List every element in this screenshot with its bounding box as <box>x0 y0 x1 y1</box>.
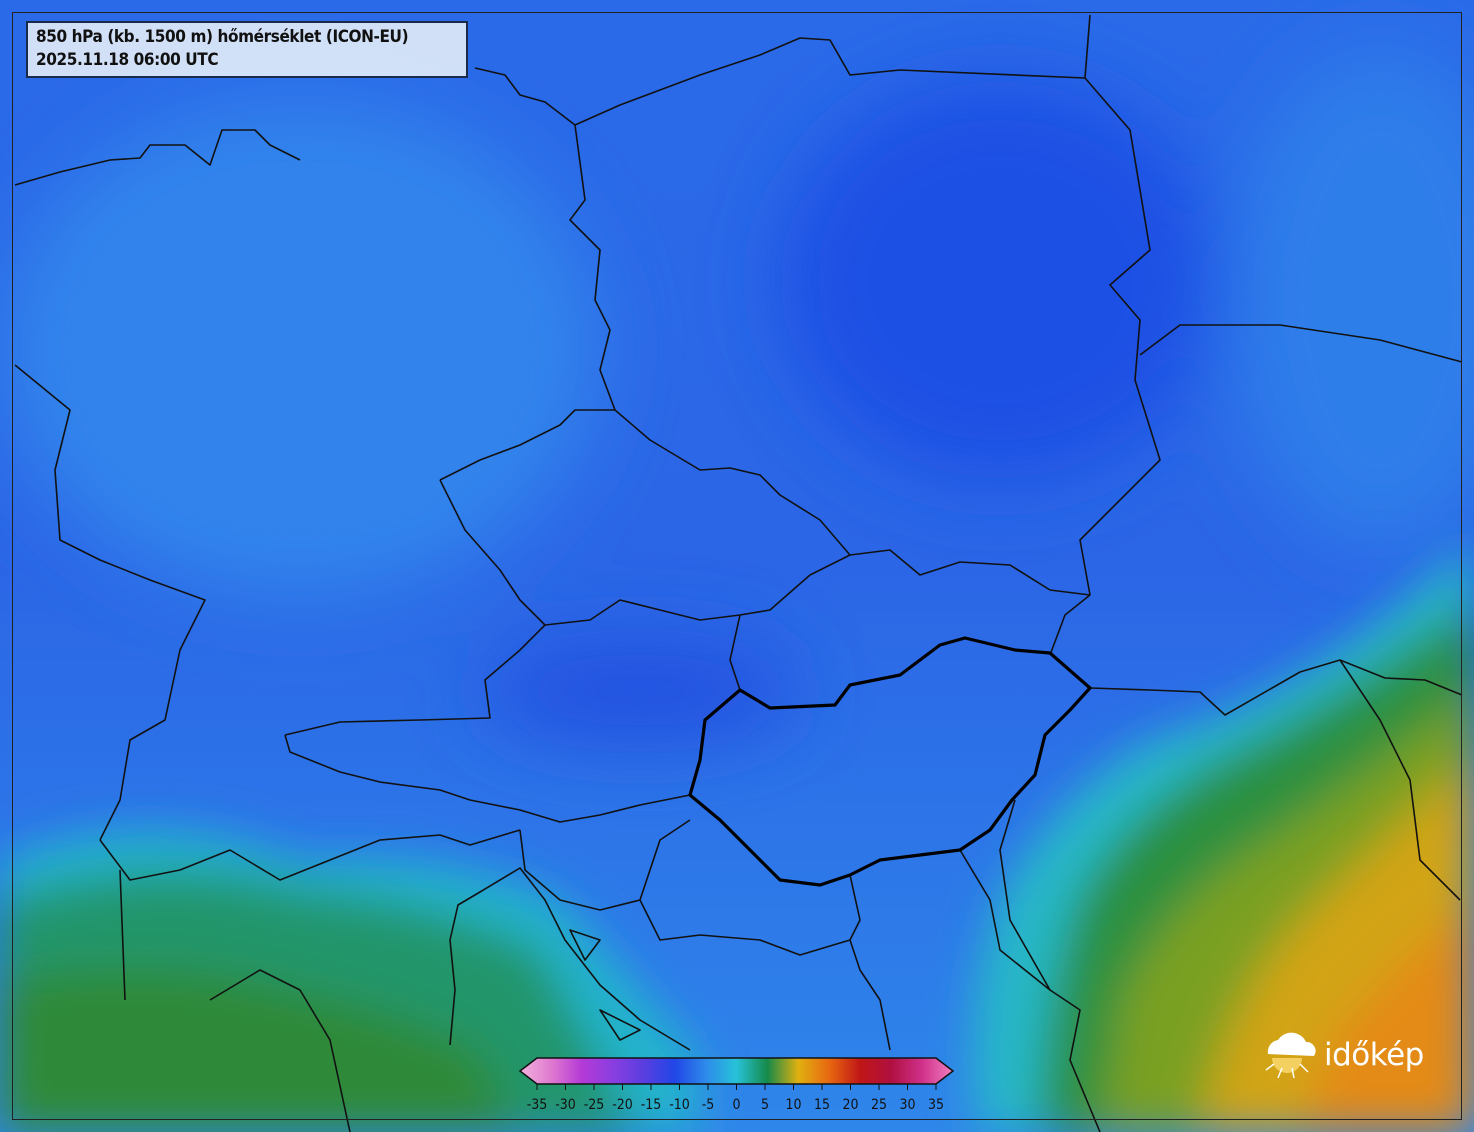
map-valid-time: 2025.11.18 06:00 UTC <box>36 50 219 70</box>
colorbar <box>518 1057 955 1090</box>
colorbar-label: 30 <box>899 1097 916 1113</box>
border-slovakia <box>849 549 1091 656</box>
border-hungary <box>688 636 1092 887</box>
coastline-islands <box>569 929 641 1041</box>
border-germany-west <box>14 364 206 841</box>
border-germany-poland <box>569 124 616 411</box>
colorbar-label: 5 <box>760 1097 770 1113</box>
map-title: 850 hPa (kb. 1500 m) hőmérséklet (ICON-E… <box>36 27 409 47</box>
sun-cloud-icon <box>1265 1032 1316 1079</box>
colorbar-label: 20 <box>842 1097 859 1113</box>
coastline-baltic <box>474 14 1091 126</box>
colorbar-label: 0 <box>732 1097 741 1113</box>
colorbar-label: 35 <box>927 1097 945 1113</box>
coastline-north-sea <box>14 129 301 186</box>
border-ukraine <box>1089 324 1463 716</box>
colorbar-label: -5 <box>701 1097 715 1113</box>
colorbar-label: 10 <box>785 1097 802 1113</box>
colorbar-label: 25 <box>870 1097 888 1113</box>
colorbar-scale <box>518 1057 955 1085</box>
colorbar-label: -20 <box>612 1097 633 1113</box>
border-austria <box>284 614 741 823</box>
border-serbia <box>849 849 1051 991</box>
border-slovenia-croatia <box>519 819 891 1051</box>
colorbar-label: -15 <box>640 1097 662 1113</box>
colorbar-label: -30 <box>555 1097 576 1113</box>
colorbar-label: -10 <box>669 1097 690 1113</box>
country-borders <box>14 14 1463 1132</box>
idokep-logo: időkép <box>1262 1030 1424 1080</box>
colorbar-label: -35 <box>526 1097 548 1113</box>
coastline-adriatic <box>449 867 691 1051</box>
colorbar-label: -25 <box>583 1097 605 1113</box>
colorbar-label: 15 <box>813 1097 831 1113</box>
border-poland-east <box>1079 77 1161 596</box>
logo-text: időkép <box>1324 1037 1424 1073</box>
map-title-box: 850 hPa (kb. 1500 m) hőmérséklet (ICON-E… <box>26 21 468 78</box>
border-italy <box>99 829 521 1132</box>
